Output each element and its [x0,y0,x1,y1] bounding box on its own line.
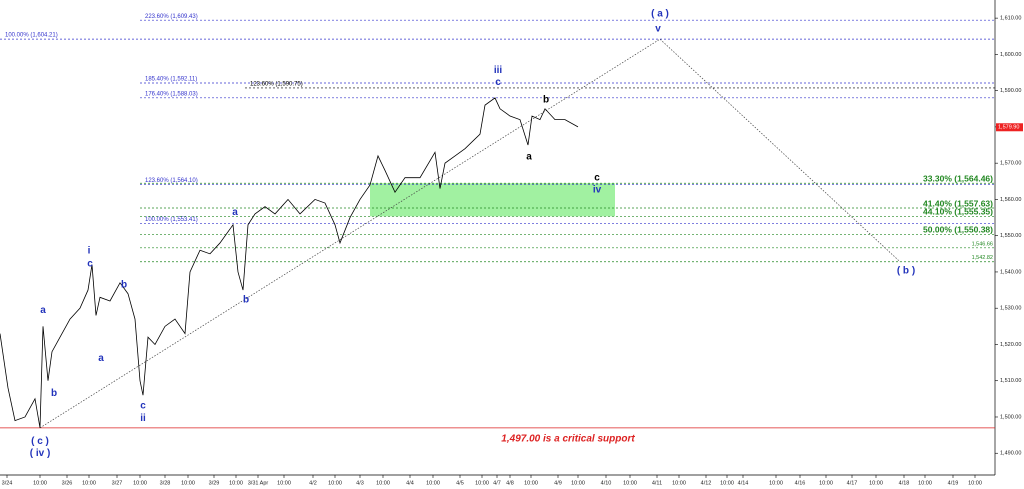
retracement-label: 33.30% (1,564.46) [923,174,993,184]
wave-label: ( iv ) [30,448,51,459]
x-tick-label: 3/28 [160,480,171,486]
wave-label: b [243,295,249,306]
price-line [0,97,579,428]
x-tick-label: 4/8 [506,480,514,486]
y-tick-label: 1,570.00 [1000,161,1021,167]
x-tick-label: 10:00 [672,480,686,486]
y-tick-label: 1,540.00 [1000,269,1021,275]
x-tick-label: 4/12 [701,480,712,486]
x-tick-label: 4/19 [948,480,959,486]
x-tick-label: 3/27 [112,480,123,486]
x-tick-label: 10:00 [524,480,538,486]
retracement-label: 44.10% (1,555.35) [923,207,993,217]
x-tick-label: 4/18 [899,480,910,486]
wave-label: iii [494,65,503,76]
wave-label: c [140,400,146,411]
x-tick-label: 10:00 [769,480,783,486]
x-tick-label: 10:00 [869,480,883,486]
x-tick-label: 4/5 [456,480,464,486]
last-price-box [996,123,1023,132]
y-tick-label: 1,610.00 [1000,16,1021,22]
wave-label: i [88,246,91,257]
x-tick-label: 10:00 [229,480,243,486]
wave-label: iv [593,184,602,195]
x-tick-label: 10:00 [426,480,440,486]
wave-label: b [543,95,549,106]
x-tick-label: 10:00 [571,480,585,486]
wave-label: a [98,353,104,364]
x-tick-label: 10:00 [328,480,342,486]
x-tick-label: 4/7 [493,480,501,486]
wave-label: v [655,24,661,35]
last-price-label: 1,579.90 [998,125,1019,131]
x-tick-label: 10:00 [82,480,96,486]
retracement-label: 41.40% (1,557.63) [923,198,993,208]
y-tick-label: 1,500.00 [1000,414,1021,420]
wave-label: b [121,280,127,291]
wave-label: ( b ) [897,265,915,276]
x-tick-label: 3/24 [2,480,13,486]
x-tick-label: 4/16 [795,480,806,486]
x-tick-label: 10:00 [33,480,47,486]
wave-label: ( a ) [651,8,669,19]
support-label: 1,497.00 is a critical support [501,434,635,445]
target-zone [370,183,615,217]
x-tick-label: 10:00 [376,480,390,486]
x-tick-label: 3/31 Apr [248,480,269,486]
x-tick-label: 10:00 [133,480,147,486]
y-tick-label: 1,600.00 [1000,52,1021,58]
x-tick-label: 4/17 [847,480,858,486]
wave-label: c [87,259,93,270]
x-tick-label: 10:00 [918,480,932,486]
fib-label: 185.40% (1,592.11) [145,77,197,83]
x-tick-label: 4/9 [554,480,562,486]
fib-label: 123.60% (1,590.75) [250,82,303,88]
fib-label: 176.40% (1,588.03) [145,91,198,97]
x-tick-label: 4/4 [406,480,414,486]
y-tick-label: 1,530.00 [1000,306,1021,312]
y-tick-label: 1,550.00 [1000,233,1021,239]
x-tick-label: 10:00 [277,480,291,486]
x-tick-label: 10:00 [475,480,489,486]
retracement-label: 1,542.82 [972,255,993,261]
fib-label: 123.60% (1,564.10) [145,178,198,184]
projection-line [39,38,901,429]
wave-label: a [232,207,238,218]
x-tick-label: 10:00 [968,480,982,486]
x-tick-label: 10:00 [819,480,833,486]
wave-label: ( c ) [31,436,49,447]
x-tick-label: 10:00 [720,480,734,486]
retracement-label: 50.00% (1,550.38) [923,225,993,235]
wave-label: a [526,152,532,163]
y-tick-label: 1,560.00 [1000,197,1021,203]
wave-label: a [40,305,46,316]
wave-label: c [594,172,600,183]
x-tick-label: 4/14 [738,480,749,486]
x-tick-label: 4/2 [309,480,317,486]
wave-label: ii [140,413,146,424]
y-tick-label: 1,590.00 [1000,88,1021,94]
x-tick-label: 4/3 [356,480,364,486]
y-tick-label: 1,510.00 [1000,378,1021,384]
x-tick-label: 4/10 [601,480,612,486]
retracement-label: 1,546.66 [972,241,993,247]
x-tick-label: 4/11 [652,480,662,486]
x-tick-label: 10:00 [181,480,195,486]
fib-label: 223.60% (1,609.43) [145,14,198,20]
y-tick-label: 1,490.00 [1000,451,1021,457]
fib-label: 100.00% (1,604.21) [5,33,58,39]
wave-label: b [51,388,57,399]
y-tick-label: 1,520.00 [1000,342,1021,348]
fib-label: 100.00% (1,553.41) [145,217,198,223]
x-tick-label: 10:00 [623,480,637,486]
x-tick-label: 3/29 [209,480,220,486]
wave-label: c [495,77,501,88]
x-tick-label: 3/26 [62,480,73,486]
